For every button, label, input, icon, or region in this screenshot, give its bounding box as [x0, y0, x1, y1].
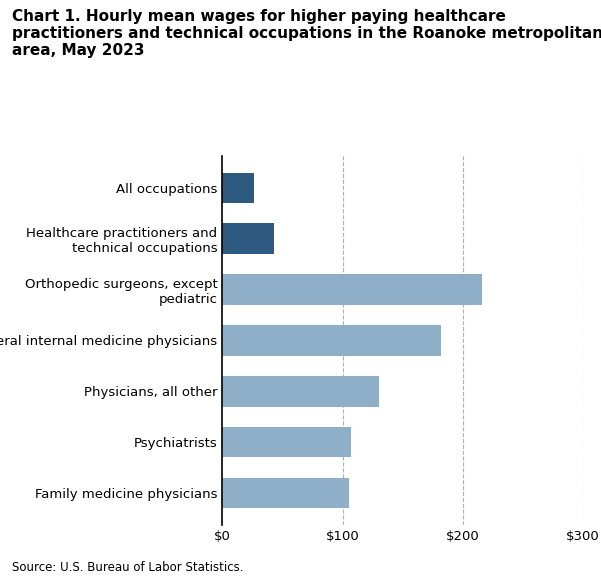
Bar — [222, 376, 379, 407]
Bar — [222, 173, 254, 203]
Text: Chart 1. Hourly mean wages for higher paying healthcare
practitioners and techni: Chart 1. Hourly mean wages for higher pa… — [12, 9, 601, 58]
Bar — [222, 478, 349, 508]
Text: Source: U.S. Bureau of Labor Statistics.: Source: U.S. Bureau of Labor Statistics. — [12, 561, 243, 574]
Bar — [222, 274, 482, 305]
Bar — [222, 325, 441, 355]
Bar — [222, 427, 351, 458]
Bar — [222, 223, 274, 254]
